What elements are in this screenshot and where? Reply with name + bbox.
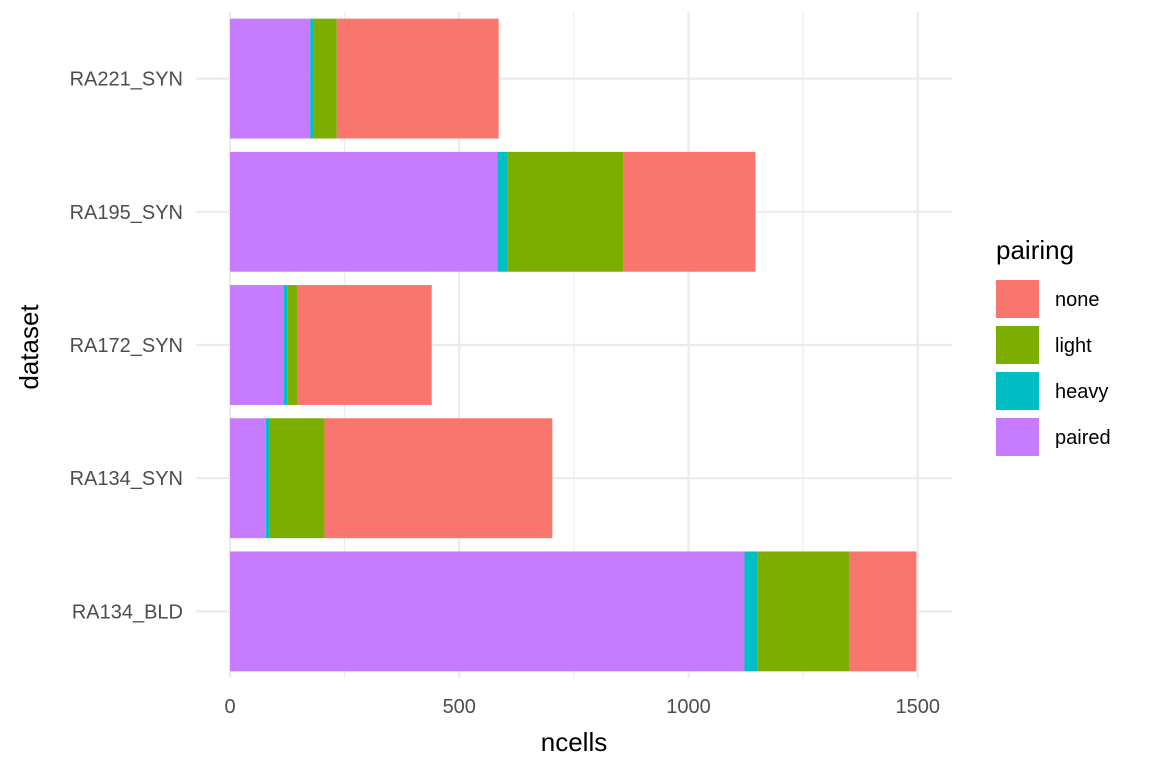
- legend-key-none: [996, 280, 1039, 318]
- bar-segment-heavy: [744, 551, 758, 672]
- bar-segment-paired: [230, 551, 745, 672]
- y-axis-title: dataset: [14, 304, 44, 390]
- bar-segment-paired: [230, 418, 266, 539]
- legend-key-paired: [996, 418, 1039, 456]
- legend: pairing none light heavy paired: [996, 235, 1111, 456]
- x-tick-label: 1500: [896, 696, 941, 718]
- y-tick-label: RA172_SYN: [70, 335, 183, 357]
- x-tick-label: 0: [224, 696, 235, 718]
- bar-segment-light: [287, 285, 298, 405]
- x-axis-title: ncells: [541, 727, 607, 757]
- y-tick-label: RA221_SYN: [70, 69, 183, 91]
- legend-key-heavy: [996, 372, 1039, 410]
- bars: [230, 18, 917, 672]
- bar-segment-paired: [230, 18, 311, 139]
- bar-segment-light: [313, 18, 337, 139]
- bar-segment-light: [757, 551, 849, 672]
- y-tick-labels: RA134_BLD RA134_SYN RA172_SYN RA195_SYN RA22…: [70, 69, 183, 624]
- legend-key-light: [996, 326, 1039, 364]
- bar-segment-heavy: [283, 285, 288, 405]
- bar-segment-none: [848, 551, 917, 672]
- bar-segment-light: [269, 418, 325, 539]
- y-tick-label: RA134_BLD: [72, 601, 183, 623]
- bar-segment-paired: [230, 151, 498, 272]
- legend-label: light: [1055, 335, 1092, 357]
- y-tick-label: RA134_SYN: [70, 468, 183, 490]
- bar-segment-heavy: [265, 418, 270, 539]
- bar-segment-heavy: [497, 151, 508, 272]
- bar-segment-none: [297, 285, 432, 405]
- bar-segment-none: [623, 151, 756, 272]
- legend-label: none: [1055, 289, 1100, 311]
- bar-segment-heavy: [310, 18, 314, 139]
- legend-label: heavy: [1055, 381, 1108, 403]
- legend-title: pairing: [996, 235, 1074, 265]
- x-tick-labels: 0 500 1000 1500: [224, 696, 940, 718]
- bar-segment-none: [336, 18, 499, 139]
- bar-segment-paired: [230, 285, 284, 405]
- bar-segment-light: [507, 151, 624, 272]
- legend-label: paired: [1055, 427, 1111, 449]
- bar-segment-none: [324, 418, 553, 539]
- y-tick-label: RA195_SYN: [70, 202, 183, 224]
- x-tick-label: 1000: [666, 696, 711, 718]
- x-tick-label: 500: [443, 696, 476, 718]
